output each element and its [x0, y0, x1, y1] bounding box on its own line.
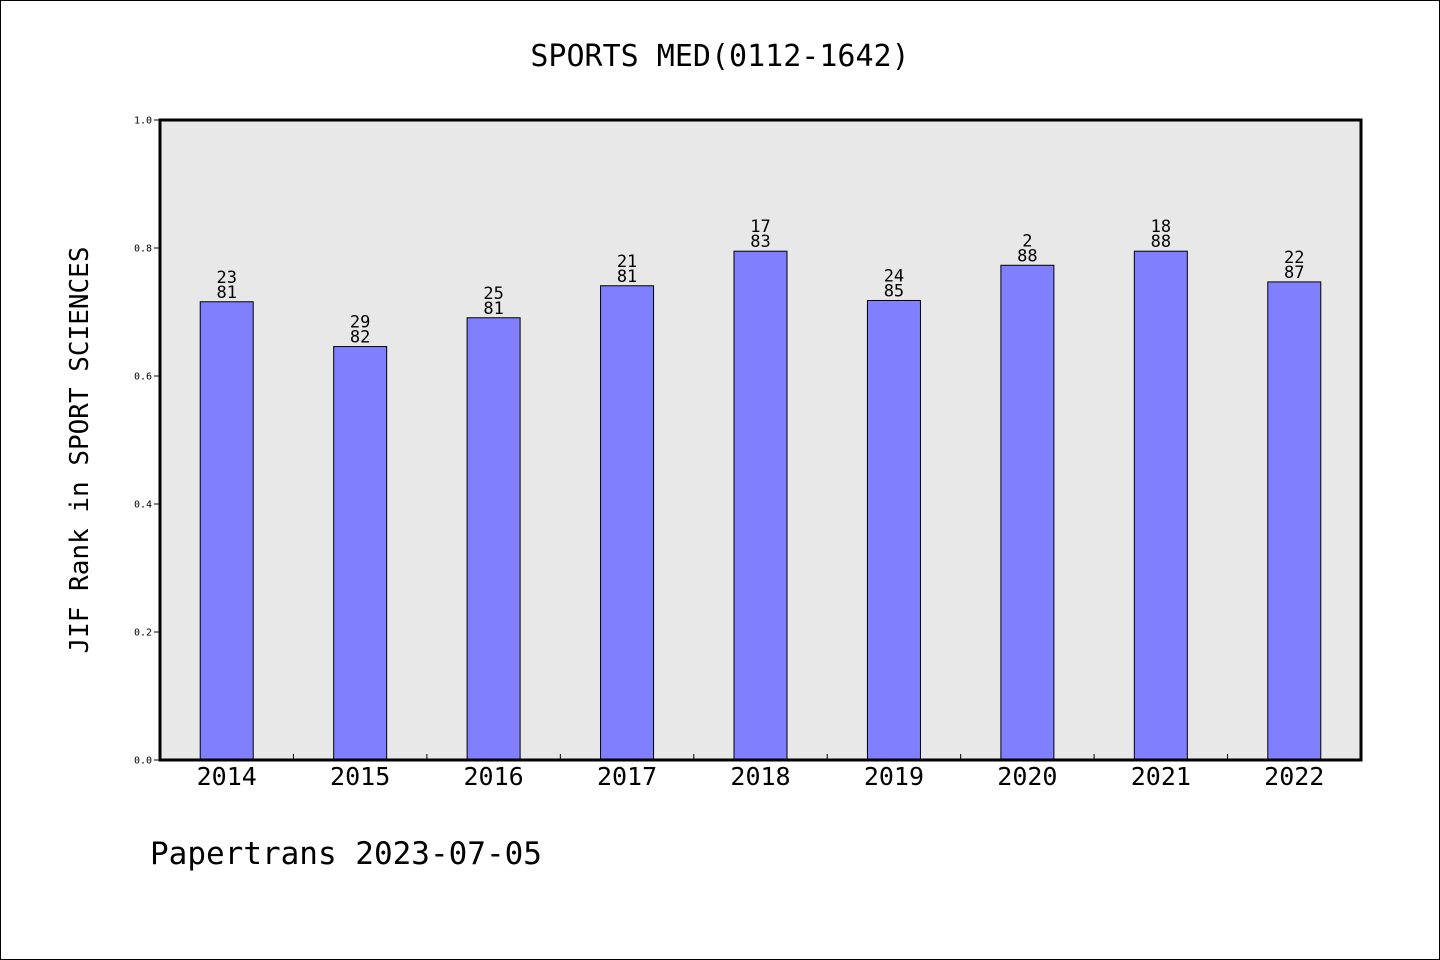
x-tick-label: 2014 — [197, 762, 257, 791]
data-label-rank: 2 — [1022, 231, 1032, 251]
data-label-rank: 17 — [750, 217, 770, 237]
bar — [1000, 264, 1055, 761]
y-tick-label: 0.2 — [134, 628, 152, 639]
data-label-rank: 25 — [483, 284, 503, 304]
data-label-total: 88 — [1017, 246, 1037, 266]
footer-credit: Papertrans 2023-07-05 — [150, 836, 542, 872]
bar — [600, 285, 655, 761]
data-label-total: 82 — [350, 328, 370, 348]
data-label-rank: 29 — [350, 313, 370, 333]
y-tick-label: 0.6 — [134, 372, 152, 383]
data-label-total: 83 — [750, 232, 770, 252]
y-tick-label: 0.0 — [134, 756, 152, 767]
data-label-total: 87 — [1284, 263, 1304, 283]
bar — [1133, 250, 1188, 761]
bar — [866, 299, 921, 761]
y-axis-label: JIF Rank in SPORT SCIENCES — [65, 247, 95, 654]
data-label-rank: 24 — [884, 266, 904, 286]
data-label-total: 85 — [884, 281, 904, 301]
y-tick-label: 1.0 — [134, 116, 152, 127]
x-axis-ticks: 2014 2015 2016 2017 2018 2019 2020 2021 2022 — [197, 754, 1324, 791]
data-label-rank: 18 — [1151, 217, 1171, 237]
x-tick-label: 2015 — [330, 762, 390, 791]
bar — [733, 250, 788, 761]
data-label-rank: 23 — [216, 268, 236, 288]
x-tick-label: 2018 — [730, 762, 790, 791]
x-tick-label: 2021 — [1131, 762, 1191, 791]
data-label-total: 81 — [216, 283, 236, 303]
bars — [199, 250, 1322, 761]
y-tick-label: 0.4 — [134, 500, 152, 511]
bar — [1267, 281, 1322, 761]
bar — [466, 317, 521, 761]
y-tick-label: 0.8 — [134, 244, 152, 255]
x-tick-label: 2019 — [864, 762, 924, 791]
data-label-rank: 21 — [617, 252, 637, 272]
chart-title: SPORTS MED(0112-1642) — [530, 39, 909, 74]
data-label-total: 81 — [617, 267, 637, 287]
data-label-total: 81 — [483, 299, 503, 319]
bar — [199, 301, 254, 761]
bar — [333, 346, 388, 761]
x-tick-label: 2020 — [997, 762, 1057, 791]
x-tick-label: 2017 — [597, 762, 657, 791]
plot-border — [158, 118, 1363, 762]
x-tick-label: 2022 — [1264, 762, 1324, 791]
data-label-total: 88 — [1151, 232, 1171, 252]
data-label-rank: 22 — [1284, 248, 1304, 268]
x-tick-label: 2016 — [464, 762, 524, 791]
y-axis-ticks: 0.0 0.2 0.4 0.6 0.8 1.0 — [134, 116, 160, 767]
